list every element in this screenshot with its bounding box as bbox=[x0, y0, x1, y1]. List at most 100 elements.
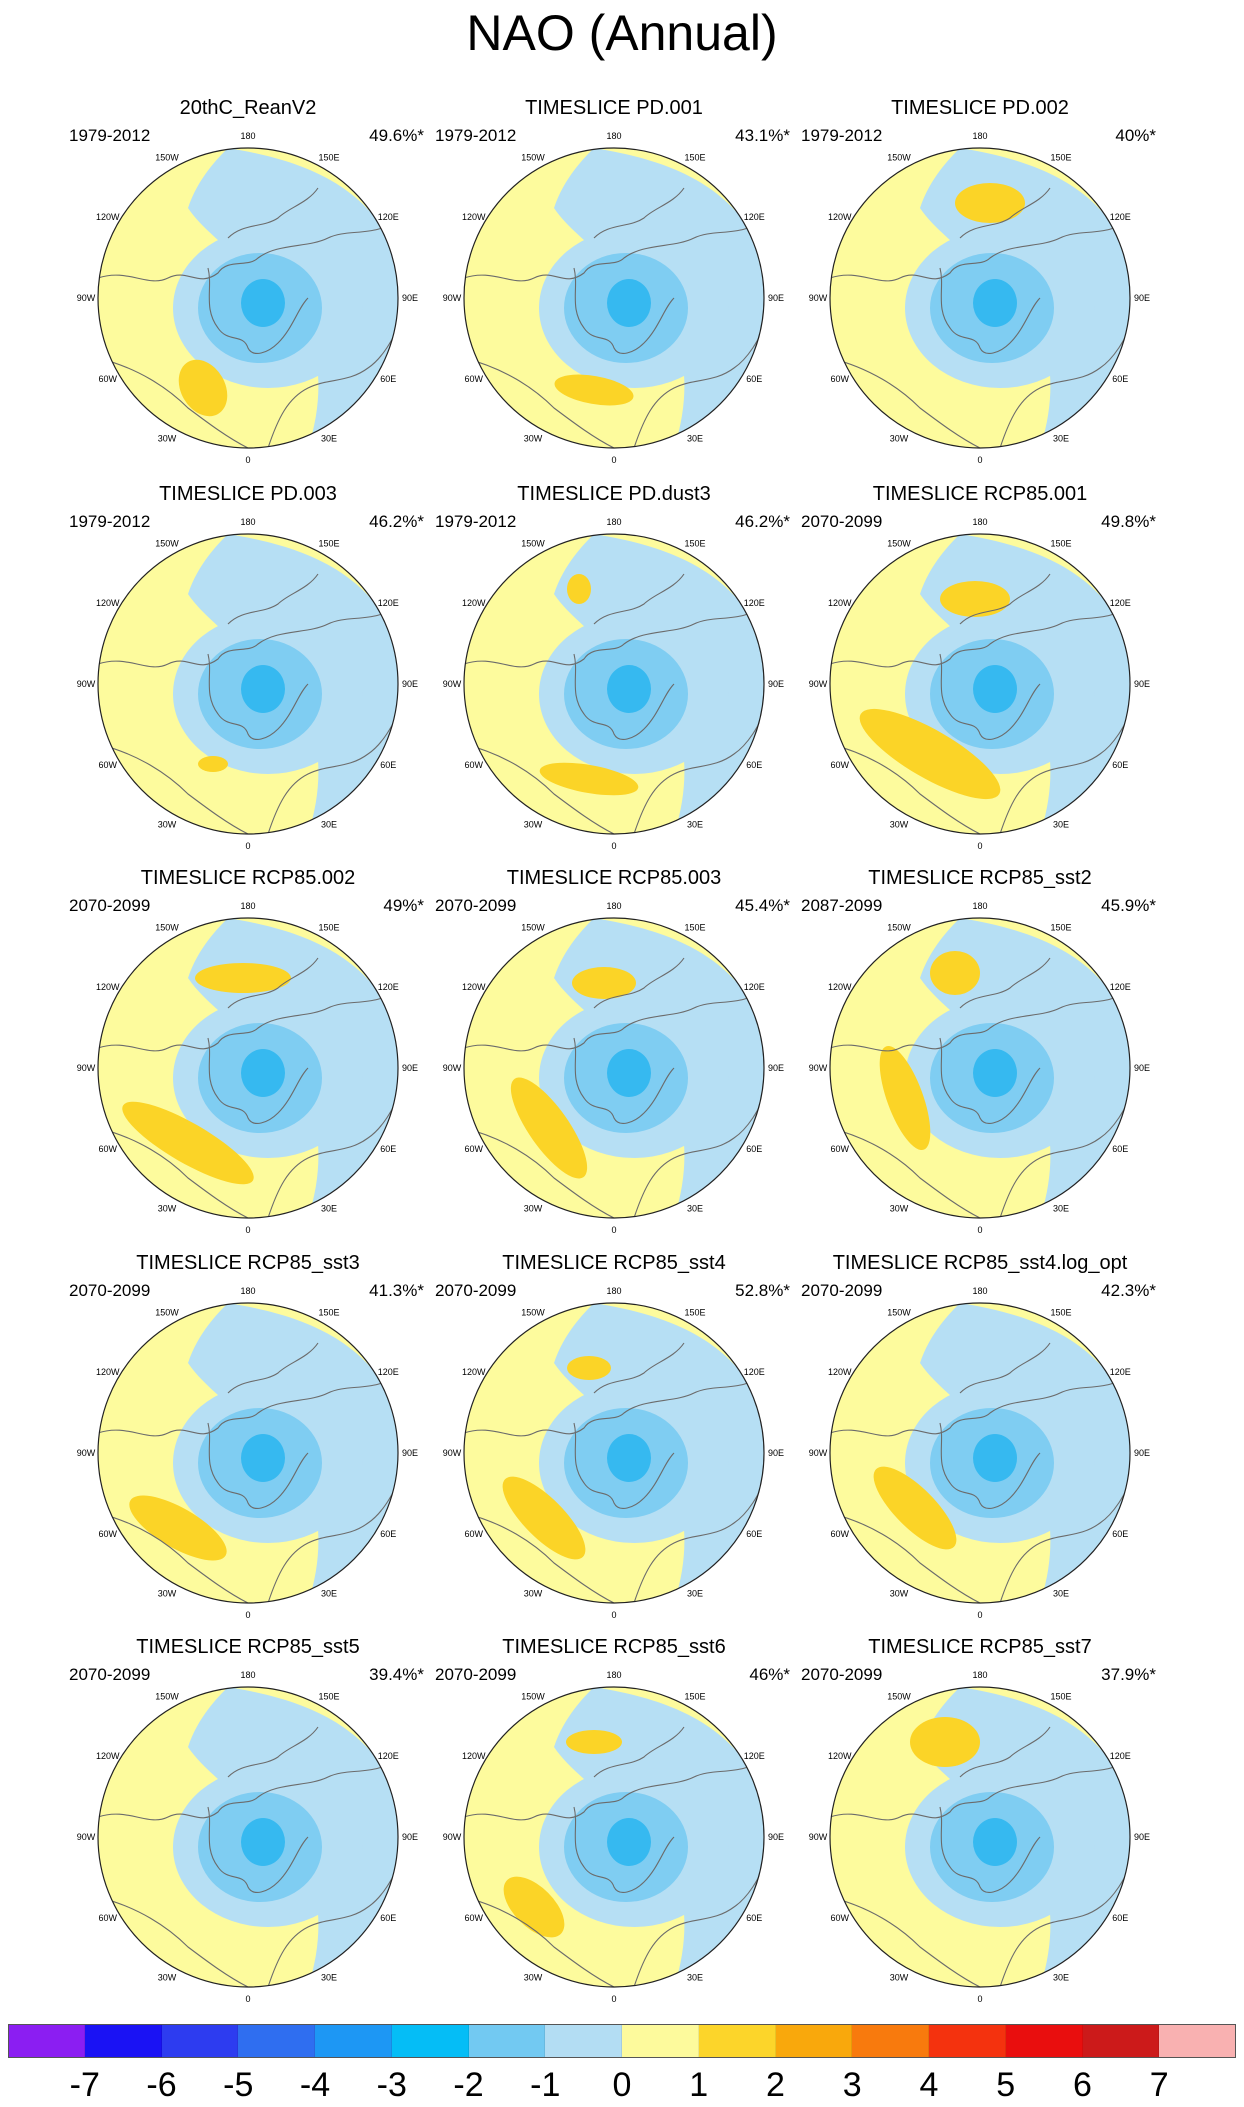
map-panel: TIMESLICE RCP85_sst2 2087-2099 45.9%* 180 15… bbox=[800, 866, 1160, 1250]
longitude-label: 180 bbox=[240, 131, 255, 141]
longitude-label: 60E bbox=[1112, 760, 1128, 770]
panel-period: 2070-2099 bbox=[435, 1665, 517, 1684]
longitude-label: 60E bbox=[746, 1913, 762, 1923]
longitude-label: 60W bbox=[464, 1529, 483, 1539]
longitude-label: 120E bbox=[378, 1367, 399, 1377]
longitude-label: 180 bbox=[972, 131, 987, 141]
longitude-label: 120E bbox=[1110, 1751, 1131, 1761]
longitude-label: 60E bbox=[746, 1529, 762, 1539]
longitude-label: 150W bbox=[521, 539, 545, 549]
longitude-label: 90W bbox=[443, 1063, 462, 1073]
colorbar-tick-label: -4 bbox=[299, 2066, 331, 2104]
longitude-label: 30E bbox=[1053, 1972, 1069, 1982]
longitude-label: 0 bbox=[611, 455, 616, 465]
longitude-label: 120W bbox=[828, 598, 852, 608]
polar-map: 180 150E 120E 90E 60E 30E 0 30W 60W 90W 120W 150W bbox=[809, 131, 1150, 465]
longitude-label: 180 bbox=[606, 131, 621, 141]
longitude-label: 60E bbox=[1112, 1144, 1128, 1154]
panel-title: TIMESLICE RCP85.002 bbox=[140, 867, 356, 889]
panel-explained-variance: 37.9%* bbox=[1101, 1665, 1156, 1684]
longitude-label: 120E bbox=[1110, 212, 1131, 222]
longitude-label: 150W bbox=[155, 1692, 179, 1702]
panel-title: TIMESLICE RCP85.003 bbox=[506, 867, 722, 889]
longitude-label: 30E bbox=[1053, 819, 1069, 829]
polar-map: 180 150E 120E 90E 60E 30E 0 30W 60W 90W 120W 150W bbox=[77, 901, 418, 1235]
colorbar-tick-label: -6 bbox=[146, 2066, 177, 2104]
longitude-label: 60W bbox=[830, 1529, 849, 1539]
longitude-label: 150E bbox=[684, 1692, 705, 1702]
longitude-label: 150E bbox=[684, 539, 705, 549]
colorbar-swatch bbox=[391, 2024, 469, 2058]
panel-explained-variance: 42.3%* bbox=[1101, 1281, 1156, 1300]
longitude-label: 90W bbox=[77, 1448, 96, 1458]
colorbar-swatch bbox=[545, 2024, 622, 2058]
longitude-label: 90W bbox=[77, 293, 96, 303]
longitude-label: 150E bbox=[684, 923, 705, 933]
longitude-label: 60W bbox=[830, 1144, 849, 1154]
longitude-label: 0 bbox=[245, 1225, 250, 1235]
colorbar-swatch bbox=[852, 2024, 929, 2058]
longitude-label: 120W bbox=[828, 1367, 852, 1377]
colorbar-tick-label: 7 bbox=[1149, 2066, 1169, 2104]
longitude-label: 180 bbox=[972, 1286, 987, 1296]
map-panel: TIMESLICE RCP85_sst4 2070-2099 52.8%* 180 15… bbox=[434, 1251, 794, 1635]
longitude-label: 120W bbox=[462, 982, 486, 992]
longitude-label: 0 bbox=[611, 1610, 616, 1620]
longitude-label: 60W bbox=[830, 760, 849, 770]
longitude-label: 90W bbox=[809, 1448, 828, 1458]
longitude-label: 90E bbox=[402, 1448, 418, 1458]
map-panel: TIMESLICE PD.003 1979-2012 46.2%* 180 150E 12… bbox=[68, 482, 428, 866]
panel-title: TIMESLICE PD.002 bbox=[891, 97, 1069, 119]
longitude-label: 180 bbox=[606, 517, 621, 527]
colorbar-swatch bbox=[622, 2024, 699, 2058]
longitude-label: 60E bbox=[380, 1529, 396, 1539]
longitude-label: 150W bbox=[887, 1308, 911, 1318]
colorbar-tick-label: 1 bbox=[689, 2066, 709, 2104]
longitude-label: 0 bbox=[245, 1610, 250, 1620]
longitude-label: 60E bbox=[1112, 1529, 1128, 1539]
longitude-label: 180 bbox=[606, 1670, 621, 1680]
longitude-label: 120W bbox=[462, 598, 486, 608]
longitude-label: 150W bbox=[887, 539, 911, 549]
longitude-label: 90E bbox=[768, 1063, 784, 1073]
polar-map: 180 150E 120E 90E 60E 30E 0 30W 60W 90W 120W 150W bbox=[77, 1670, 418, 2004]
polar-map: 180 150E 120E 90E 60E 30E 0 30W 60W 90W 120W 150W bbox=[443, 1286, 784, 1620]
map-panel: TIMESLICE RCP85_sst7 2070-2099 37.9%* 180 15… bbox=[800, 1635, 1160, 2019]
longitude-label: 30E bbox=[321, 1588, 337, 1598]
colorbar-tick-label: -7 bbox=[69, 2066, 100, 2104]
longitude-label: 60E bbox=[746, 374, 762, 384]
longitude-label: 0 bbox=[977, 841, 982, 851]
longitude-label: 180 bbox=[606, 901, 621, 911]
longitude-label: 30W bbox=[524, 1203, 543, 1213]
polar-map: 180 150E 120E 90E 60E 30E 0 30W 60W 90W 120W 150W bbox=[809, 517, 1150, 851]
longitude-label: 120W bbox=[96, 982, 120, 992]
longitude-label: 150W bbox=[155, 153, 179, 163]
longitude-label: 120W bbox=[828, 982, 852, 992]
longitude-label: 60E bbox=[380, 1913, 396, 1923]
longitude-label: 90W bbox=[443, 293, 462, 303]
longitude-label: 0 bbox=[977, 1610, 982, 1620]
longitude-label: 30W bbox=[524, 819, 543, 829]
polar-map: 180 150E 120E 90E 60E 30E 0 30W 60W 90W 120W 150W bbox=[443, 901, 784, 1235]
map-panel: TIMESLICE RCP85.003 2070-2099 45.4%* 180 150… bbox=[434, 866, 794, 1250]
map-panel: TIMESLICE RCP85_sst4.log_opt 2070-2099 42.… bbox=[800, 1251, 1160, 1635]
longitude-label: 0 bbox=[611, 1994, 616, 2004]
longitude-label: 30W bbox=[890, 1203, 909, 1213]
panel-title: 20thC_ReanV2 bbox=[179, 97, 317, 119]
colorbar-frame bbox=[8, 2024, 1236, 2058]
longitude-label: 0 bbox=[977, 1994, 982, 2004]
longitude-label: 0 bbox=[611, 841, 616, 851]
colorbar-tick-label: 4 bbox=[919, 2066, 939, 2104]
longitude-label: 90W bbox=[77, 1063, 96, 1073]
longitude-label: 150E bbox=[1050, 923, 1071, 933]
longitude-label: 180 bbox=[972, 901, 987, 911]
colorbar-tick-label: 2 bbox=[766, 2066, 785, 2104]
longitude-label: 120W bbox=[96, 1367, 120, 1377]
polar-map: 180 150E 120E 90E 60E 30E 0 30W 60W 90W 120W 150W bbox=[809, 1670, 1150, 2004]
longitude-label: 60W bbox=[98, 374, 117, 384]
longitude-label: 0 bbox=[611, 1225, 616, 1235]
longitude-label: 150W bbox=[521, 923, 545, 933]
longitude-label: 30W bbox=[890, 433, 909, 443]
longitude-label: 30W bbox=[524, 1972, 543, 1982]
longitude-label: 30W bbox=[524, 433, 543, 443]
